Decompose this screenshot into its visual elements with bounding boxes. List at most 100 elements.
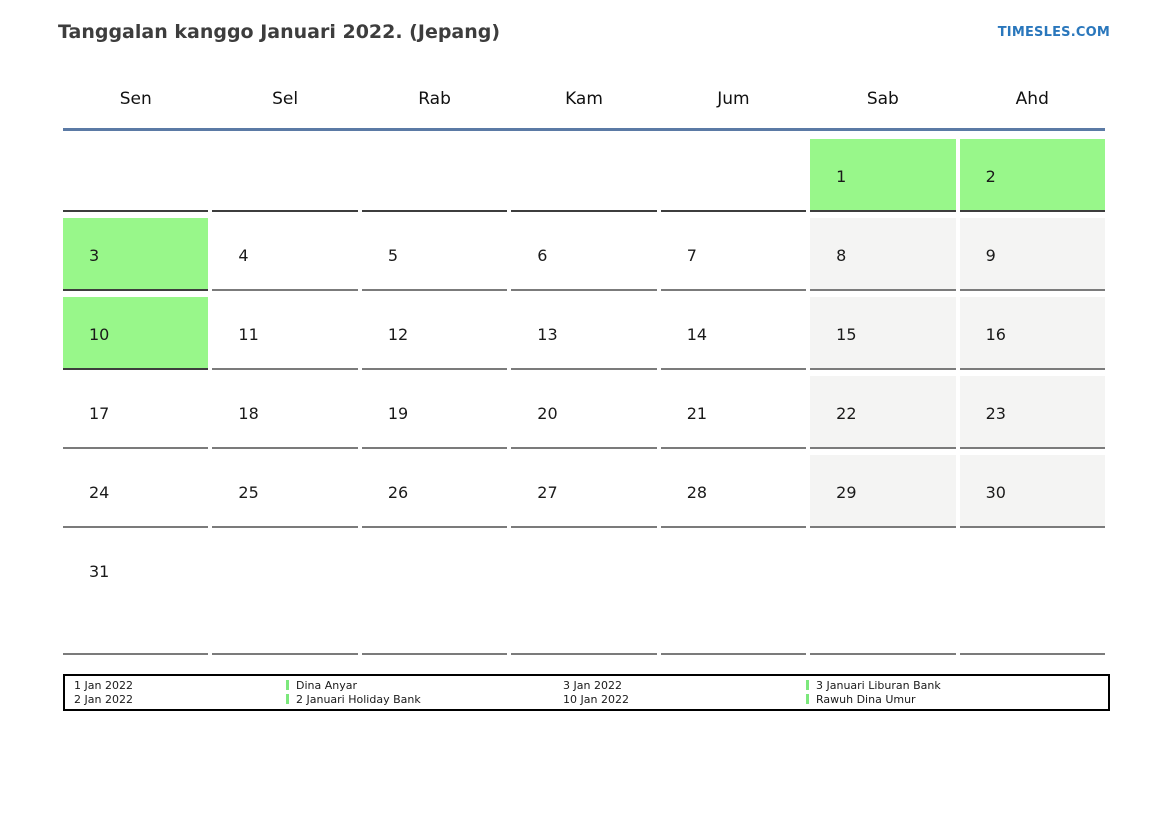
legend-date: 1 Jan 2022 <box>74 679 133 692</box>
day-cell-7: 7 <box>660 218 807 291</box>
weekday-row: Sen Sel Rab Kam Jum Sab Ahd <box>63 84 1105 114</box>
weekday-header-rab: Rab <box>418 89 451 109</box>
day-cell-17: 17 <box>63 376 209 449</box>
day-cell-12: 12 <box>361 297 508 370</box>
day-cell-18: 18 <box>212 376 358 449</box>
day-cell-empty <box>810 534 956 655</box>
day-cell-11: 11 <box>212 297 358 370</box>
day-number: 8 <box>836 246 847 265</box>
day-number: 1 <box>836 167 847 186</box>
day-number: 25 <box>238 483 259 502</box>
day-cell-empty <box>660 139 807 212</box>
day-number: 9 <box>985 246 996 265</box>
day-number: 11 <box>238 325 259 344</box>
header-rule-divider <box>63 128 1105 131</box>
day-number: 23 <box>985 404 1006 423</box>
legend-event: 2 Januari Holiday Bank <box>286 693 563 707</box>
day-number: 18 <box>238 404 259 423</box>
legend-event: Dina Anyar <box>286 679 563 693</box>
day-number: 26 <box>387 483 409 502</box>
day-cell-empty <box>63 139 209 212</box>
day-cell-29: 29 <box>810 455 956 528</box>
page-title: Tanggalan kanggo Januari 2022. (Jepang) <box>58 21 501 43</box>
day-number: 27 <box>537 483 558 502</box>
day-cell-3: 3 <box>63 218 209 291</box>
day-number: 14 <box>686 325 708 344</box>
day-number: 5 <box>387 246 399 265</box>
day-cell-empty <box>511 139 657 212</box>
day-cell-13: 13 <box>511 297 657 370</box>
day-number: 22 <box>836 404 857 423</box>
legend-event-label: 2 Januari Holiday Bank <box>296 693 421 706</box>
event-marker-icon <box>286 694 289 704</box>
legend-event: 3 Januari Liburan Bank <box>806 679 1108 693</box>
weekday-header-ahd: Ahd <box>1015 89 1049 109</box>
day-number: 6 <box>537 246 548 265</box>
day-number: 13 <box>537 325 558 344</box>
legend-dates-column: 3 Jan 2022 10 Jan 2022 <box>563 679 806 709</box>
legend-events-column: Dina Anyar 2 Januari Holiday Bank <box>286 679 563 709</box>
day-number: 2 <box>985 167 996 186</box>
day-number: 31 <box>89 562 110 581</box>
event-marker-icon <box>806 680 809 690</box>
weekday-header-kam: Kam <box>565 89 603 109</box>
day-number: 16 <box>985 325 1006 344</box>
day-cell-empty <box>361 534 508 655</box>
day-cell-empty <box>660 534 807 655</box>
day-cell-1: 1 <box>810 139 956 212</box>
day-cell-21: 21 <box>660 376 807 449</box>
day-number: 12 <box>387 325 409 344</box>
day-cell-23: 23 <box>959 376 1105 449</box>
day-cell-28: 28 <box>660 455 807 528</box>
day-number: 20 <box>537 404 558 423</box>
day-cell-30: 30 <box>959 455 1105 528</box>
day-number: 3 <box>89 246 100 265</box>
legend-events-column: 3 Januari Liburan Bank Rawuh Dina Umur <box>806 679 1108 709</box>
day-number: 29 <box>836 483 857 502</box>
day-cell-25: 25 <box>212 455 358 528</box>
day-cell-27: 27 <box>511 455 657 528</box>
day-cell-empty <box>212 534 358 655</box>
day-number: 30 <box>985 483 1006 502</box>
day-cell-4: 4 <box>212 218 358 291</box>
legend-box: 1 Jan 2022 2 Jan 2022 Dina Anyar 2 Januari … <box>63 674 1110 711</box>
day-number: 19 <box>387 404 409 423</box>
day-cell-8: 8 <box>810 218 956 291</box>
day-cell-5: 5 <box>361 218 508 291</box>
weekday-header-jum: Jum <box>717 89 750 109</box>
day-number: 24 <box>89 483 110 502</box>
day-cell-31: 31 <box>63 534 209 655</box>
legend-date: 10 Jan 2022 <box>563 693 629 706</box>
day-number: 10 <box>89 325 110 344</box>
legend-event-label: Dina Anyar <box>296 679 358 692</box>
day-cell-26: 26 <box>361 455 508 528</box>
event-marker-icon <box>806 694 809 704</box>
day-number: 15 <box>836 325 857 344</box>
day-cell-empty <box>361 139 508 212</box>
day-number: 21 <box>686 404 708 423</box>
day-cell-10: 10 <box>63 297 209 370</box>
day-number: 7 <box>686 246 697 265</box>
day-cell-2: 2 <box>959 139 1105 212</box>
day-cell-22: 22 <box>810 376 956 449</box>
day-cell-empty <box>959 534 1105 655</box>
day-cell-empty <box>212 139 358 212</box>
legend-dates-column: 1 Jan 2022 2 Jan 2022 <box>74 679 286 709</box>
weekday-header-sen: Sen <box>119 89 152 109</box>
weekday-header-sab: Sab <box>866 89 899 109</box>
day-number: 4 <box>238 246 249 265</box>
day-cell-6: 6 <box>511 218 657 291</box>
day-cell-15: 15 <box>810 297 956 370</box>
day-cell-19: 19 <box>361 376 508 449</box>
day-number: 17 <box>89 404 110 423</box>
day-cell-20: 20 <box>511 376 657 449</box>
legend-date: 2 Jan 2022 <box>74 693 133 706</box>
legend-event: Rawuh Dina Umur <box>806 693 1108 707</box>
event-marker-icon <box>286 680 289 690</box>
brand-link[interactable]: TIMESLES.COM <box>997 25 1110 40</box>
calendar-grid: 1 2 3 4 5 6 7 8 9 10 11 12 13 14 15 16 17 18 19 20 21 22 23 24 2… <box>63 139 1105 655</box>
day-cell-9: 9 <box>959 218 1105 291</box>
legend-event-label: 3 Januari Liburan Bank <box>816 679 941 692</box>
legend-event-label: Rawuh Dina Umur <box>816 693 916 706</box>
day-cell-14: 14 <box>660 297 807 370</box>
